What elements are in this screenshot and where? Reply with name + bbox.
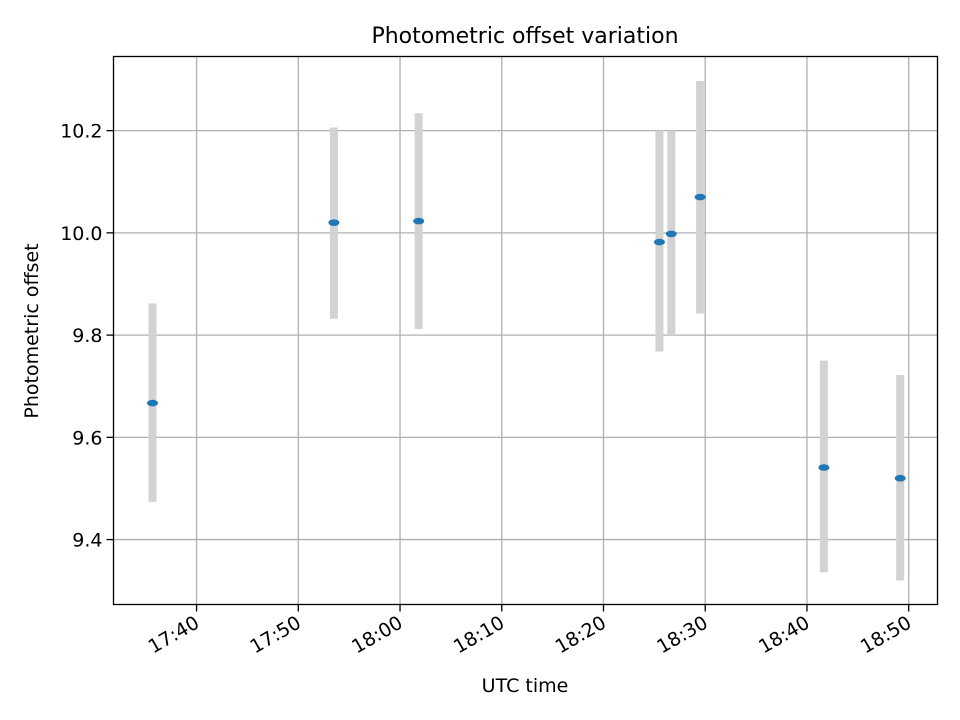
data-point — [146, 399, 158, 407]
plot-frame — [112, 55, 939, 606]
data-point — [653, 238, 665, 246]
data-point — [665, 230, 677, 238]
data-points — [146, 193, 906, 482]
y-tick-label: 9.4 — [72, 530, 102, 552]
data-point — [413, 217, 425, 225]
data-point — [894, 474, 906, 482]
y-tick-label: 9.6 — [72, 427, 102, 449]
grid — [113, 56, 938, 605]
y-tick-label: 10.2 — [60, 121, 102, 143]
y-axis-label: Photometric offset — [21, 243, 43, 418]
data-point — [694, 193, 706, 201]
x-axis-label: UTC time — [482, 675, 569, 697]
chart-title: Photometric offset variation — [371, 24, 678, 49]
y-tick-label: 10.0 — [60, 223, 102, 245]
y-tick-label: 9.8 — [72, 325, 102, 347]
data-point — [328, 219, 340, 226]
data-point — [818, 464, 830, 471]
y-axis-ticks: 9.4 9.6 9.8 10.0 10.2 — [60, 121, 114, 552]
